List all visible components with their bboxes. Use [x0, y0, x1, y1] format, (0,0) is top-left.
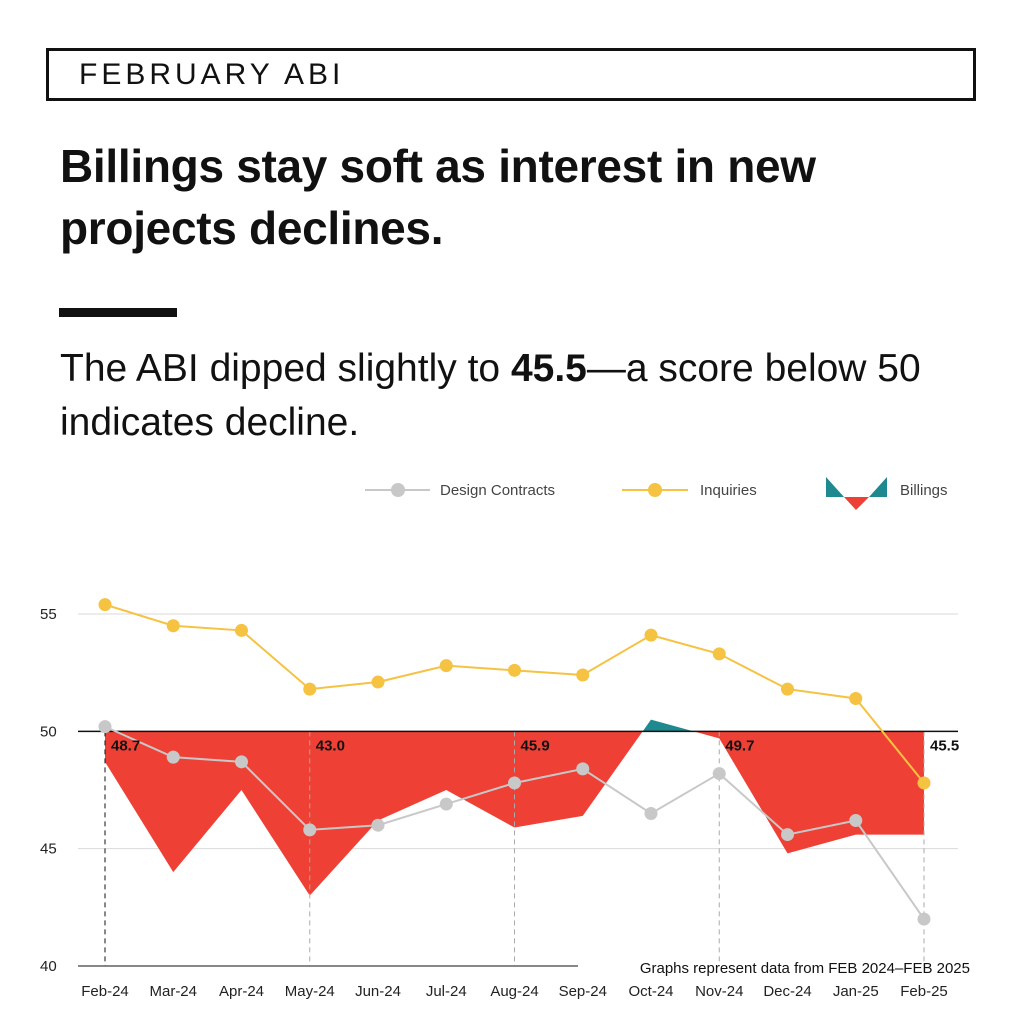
x-tick-label: Feb-24	[81, 983, 129, 1000]
callout-label: 45.5	[930, 737, 959, 754]
design-contracts-point	[508, 776, 521, 790]
subhead-before: The ABI dipped slightly to	[60, 347, 511, 390]
y-tick-label: 40	[40, 958, 57, 975]
inquiries-point	[576, 668, 590, 682]
design-contracts-point	[303, 823, 317, 837]
inquiries-point	[781, 682, 794, 696]
design-contracts-point	[644, 806, 658, 820]
chart-lines	[98, 598, 931, 926]
billings-area-above	[642, 719, 694, 732]
x-tick-label: May-24	[285, 983, 335, 1000]
x-tick-label: Dec-24	[763, 983, 811, 1000]
x-tick-label: Jun-24	[355, 983, 401, 1000]
design-contracts-point	[235, 755, 248, 769]
x-tick-label: Feb-25	[900, 983, 948, 1000]
callout-label: 49.7	[725, 737, 754, 754]
inquiries-point	[712, 647, 726, 661]
y-tick-label: 45	[40, 841, 57, 858]
inquiries-point	[98, 598, 112, 612]
inquiries-point	[917, 776, 931, 790]
inquiries-point	[166, 619, 180, 633]
chart-axes: 40 45 50 55 Graphs represent data from FEB 2…	[40, 606, 970, 1000]
legend-billings-label: Billings	[900, 482, 948, 499]
legend-billings-right	[869, 477, 887, 497]
billings-area-below	[105, 731, 643, 896]
x-tick-label: Aug-24	[490, 983, 538, 1000]
inquiries-point	[303, 682, 317, 696]
design-contracts-point	[371, 818, 385, 832]
x-tick-label: Jul-24	[426, 983, 467, 1000]
subhead: The ABI dipped slightly to 45.5—a score …	[60, 342, 1010, 450]
abi-chart: Design Contracts Inquiries Billings 48.7 43…	[40, 477, 970, 1000]
y-tick-label: 55	[40, 606, 57, 623]
x-tick-label: Mar-24	[149, 983, 197, 1000]
divider-rule	[59, 308, 177, 317]
kicker-box: FEBRUARY ABI	[46, 48, 976, 101]
callout-label: 43.0	[316, 737, 345, 754]
legend-design-contracts-dot	[391, 483, 405, 497]
subhead-value: 45.5	[510, 347, 587, 390]
inquiries-point	[849, 691, 863, 705]
billings-area	[105, 719, 924, 896]
legend-billings-bottom	[844, 497, 869, 510]
chart-labels: 48.7 43.0 45.9 49.7 45.5	[111, 737, 959, 754]
chart-legend: Design Contracts Inquiries Billings	[365, 477, 948, 510]
callout-label: 48.7	[111, 737, 140, 754]
design-contracts-point	[712, 767, 726, 781]
callout-label: 45.9	[521, 737, 550, 754]
x-tick-label: Oct-24	[628, 983, 673, 1000]
y-tick-label: 50	[40, 723, 57, 740]
legend-billings-left	[826, 477, 844, 497]
x-tick-label: Nov-24	[695, 983, 743, 1000]
design-contracts-point	[781, 828, 794, 842]
x-tick-label: Jan-25	[833, 983, 879, 1000]
subhead-after: —a score below 50 indicates decline.	[60, 347, 921, 444]
legend-inquiries-dot	[648, 483, 662, 497]
design-contracts-point	[917, 912, 931, 926]
inquiries-point	[371, 675, 385, 689]
design-contracts-point	[166, 750, 180, 764]
chart-grid	[78, 613, 958, 850]
legend-inquiries-label: Inquiries	[700, 482, 757, 499]
billings-area-below	[693, 731, 924, 854]
inquiries-point	[439, 659, 453, 673]
inquiries-point	[644, 628, 658, 642]
x-tick-label: Sep-24	[559, 983, 607, 1000]
design-contracts-point	[98, 720, 112, 734]
inquiries-point	[235, 623, 248, 637]
design-contracts-point	[439, 797, 453, 811]
legend-design-contracts-label: Design Contracts	[440, 482, 555, 499]
kicker-text: FEBRUARY ABI	[79, 57, 345, 91]
headline: Billings stay soft as interest in new pr…	[60, 140, 816, 254]
design-contracts-point	[849, 814, 863, 828]
x-tick-label: Apr-24	[219, 983, 264, 1000]
design-contracts-point	[576, 762, 590, 776]
chart-note: Graphs represent data from FEB 2024–FEB …	[640, 960, 970, 977]
inquiries-point	[508, 663, 521, 677]
